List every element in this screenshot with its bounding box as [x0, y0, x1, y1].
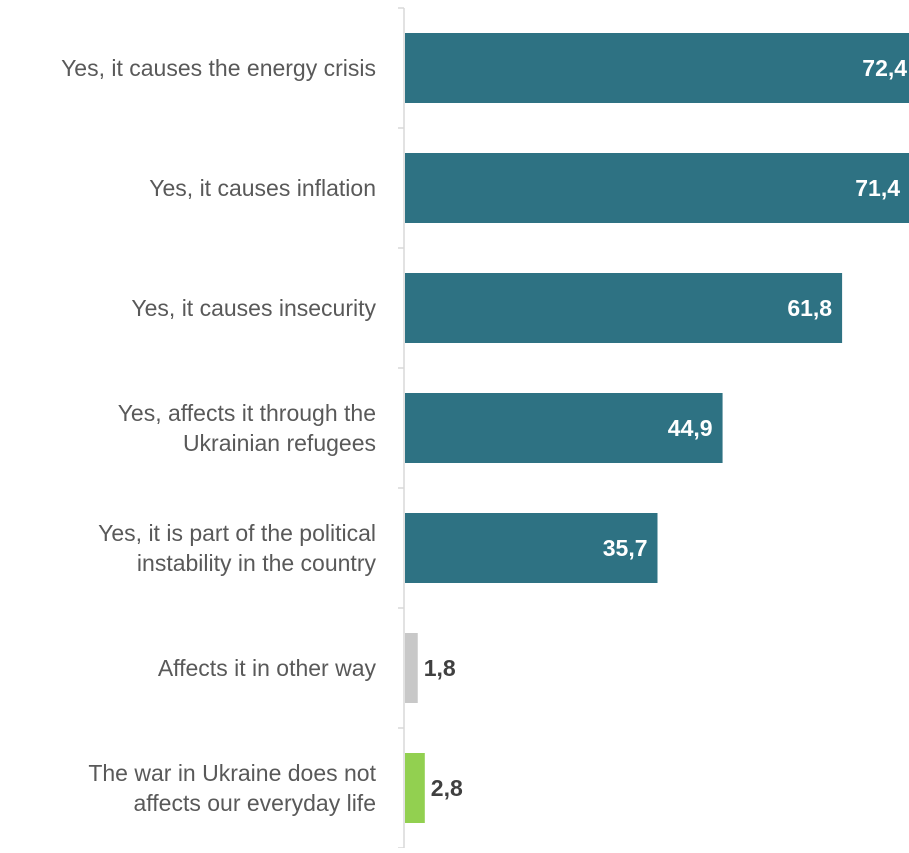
- category-label-line: Yes, it causes insecurity: [131, 295, 376, 321]
- category-label-line: Affects it in other way: [158, 655, 377, 681]
- category-label-line: instability in the country: [137, 550, 377, 576]
- category-label-line: Yes, it causes the energy crisis: [61, 55, 376, 81]
- bar: [405, 753, 425, 823]
- bar: [405, 33, 909, 103]
- data-label: 1,8: [424, 655, 456, 681]
- data-label: 72,4: [862, 55, 907, 81]
- category-label: Yes, affects it through the Ukrainian ref…: [118, 400, 376, 456]
- data-label: 44,9: [668, 415, 713, 441]
- category-label: Yes, it causes the energy crisis: [61, 55, 376, 81]
- category-label: The war in Ukraine does not affects our e…: [88, 760, 376, 816]
- data-label: 71,4: [855, 175, 900, 201]
- bar: [405, 153, 909, 223]
- bar: [405, 513, 658, 583]
- category-label: Yes, it is part of the political instabil…: [98, 520, 376, 576]
- category-label: Affects it in other way: [158, 655, 377, 681]
- category-label: Yes, it causes insecurity: [131, 295, 376, 321]
- data-label: 61,8: [787, 295, 832, 321]
- category-label-line: Ukrainian refugees: [183, 430, 376, 456]
- category-label-line: affects our everyday life: [134, 790, 376, 816]
- bar: [405, 393, 723, 463]
- category-label: Yes, it causes inflation: [149, 175, 376, 201]
- category-label-line: Yes, affects it through the: [118, 400, 376, 426]
- category-label-line: Yes, it is part of the political: [98, 520, 376, 546]
- data-label: 2,8: [431, 775, 463, 801]
- bar: [405, 273, 843, 343]
- category-label-line: Yes, it causes inflation: [149, 175, 376, 201]
- category-label-line: The war in Ukraine does not: [88, 760, 376, 786]
- data-label: 35,7: [603, 535, 648, 561]
- bar: [405, 633, 418, 703]
